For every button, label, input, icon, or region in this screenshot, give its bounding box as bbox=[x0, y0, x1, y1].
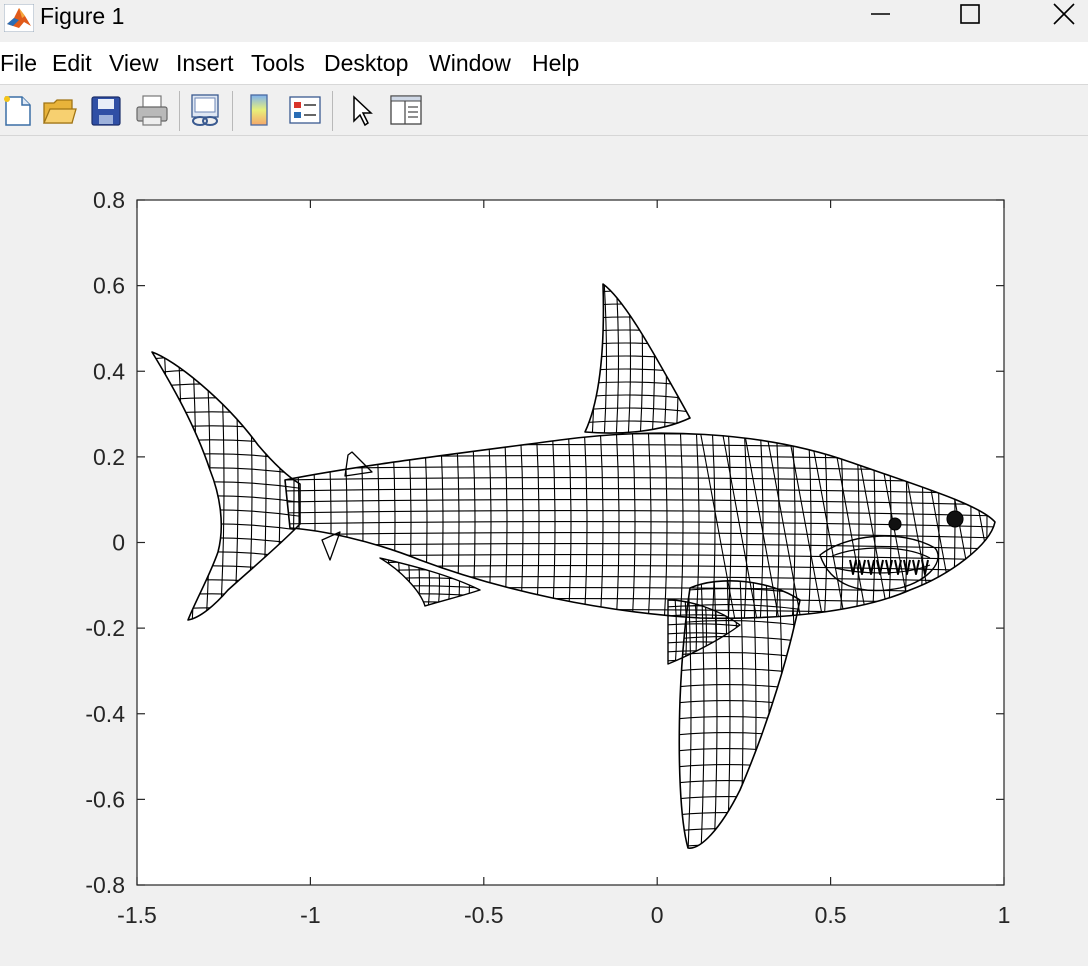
x-tick-label: -1 bbox=[300, 902, 320, 928]
window-title: Figure 1 bbox=[40, 3, 125, 29]
y-tick-label: -0.2 bbox=[85, 615, 125, 641]
title-bar: Figure 1 bbox=[0, 0, 1088, 42]
y-tick-label: 0.4 bbox=[93, 358, 125, 384]
property-inspector-icon[interactable] bbox=[387, 91, 425, 129]
menu-file[interactable]: File bbox=[0, 50, 38, 76]
menu-edit[interactable]: Edit bbox=[52, 50, 92, 76]
figure-canvas[interactable]: -1.5 -1 -0.5 0 0.5 1 0.8 0.6 0.4 0.2 0 -0.2 -0.4 -0.… bbox=[0, 136, 1088, 966]
y-tick-label: -0.8 bbox=[85, 872, 125, 898]
maximize-button[interactable] bbox=[940, 0, 1000, 32]
y-tick-label: 0.6 bbox=[93, 273, 125, 299]
y-tick-label: -0.6 bbox=[85, 786, 125, 812]
toolbar-separator bbox=[332, 91, 333, 131]
x-tick-label: 1 bbox=[998, 902, 1011, 928]
close-button[interactable] bbox=[1034, 0, 1088, 32]
edit-plot-pointer-icon[interactable] bbox=[344, 91, 382, 129]
menu-desktop[interactable]: Desktop bbox=[324, 50, 409, 76]
y-tick-labels: 0.8 0.6 0.4 0.2 0 -0.2 -0.4 -0.6 -0.8 bbox=[85, 187, 125, 898]
open-file-icon[interactable] bbox=[40, 91, 78, 129]
x-tick-labels: -1.5 -1 -0.5 0 0.5 1 bbox=[117, 902, 1010, 928]
menu-help[interactable]: Help bbox=[532, 50, 580, 76]
y-tick-label: 0.2 bbox=[93, 444, 125, 470]
toolbar-separator bbox=[179, 91, 180, 131]
menu-insert[interactable]: Insert bbox=[176, 50, 234, 76]
matlab-logo-icon bbox=[4, 4, 34, 32]
toolbar-separator bbox=[232, 91, 233, 131]
insert-legend-icon[interactable] bbox=[286, 91, 324, 129]
toolbar bbox=[0, 85, 1088, 136]
print-icon[interactable] bbox=[133, 91, 171, 129]
x-tick-label: 0 bbox=[651, 902, 664, 928]
y-tick-label: 0.8 bbox=[93, 187, 125, 213]
axes-box bbox=[136, 199, 1005, 886]
menu-bar: File Edit View Insert Tools Desktop Wind… bbox=[0, 42, 1088, 85]
link-plot-icon[interactable] bbox=[186, 91, 224, 129]
menu-tools[interactable]: Tools bbox=[251, 50, 305, 76]
save-icon[interactable] bbox=[87, 91, 125, 129]
x-tick-label: 0.5 bbox=[815, 902, 847, 928]
plot-svg: -1.5 -1 -0.5 0 0.5 1 0.8 0.6 0.4 0.2 0 -0.2 -0.4 -0.… bbox=[85, 187, 1010, 928]
x-tick-label: -1.5 bbox=[117, 902, 157, 928]
y-tick-label: 0 bbox=[112, 530, 125, 556]
y-tick-label: -0.4 bbox=[85, 701, 125, 727]
x-tick-label: -0.5 bbox=[464, 902, 504, 928]
menu-window[interactable]: Window bbox=[429, 50, 511, 76]
insert-colorbar-icon[interactable] bbox=[240, 91, 278, 129]
minimize-button[interactable] bbox=[850, 0, 910, 32]
new-figure-icon[interactable] bbox=[0, 91, 38, 129]
menu-view[interactable]: View bbox=[109, 50, 159, 76]
